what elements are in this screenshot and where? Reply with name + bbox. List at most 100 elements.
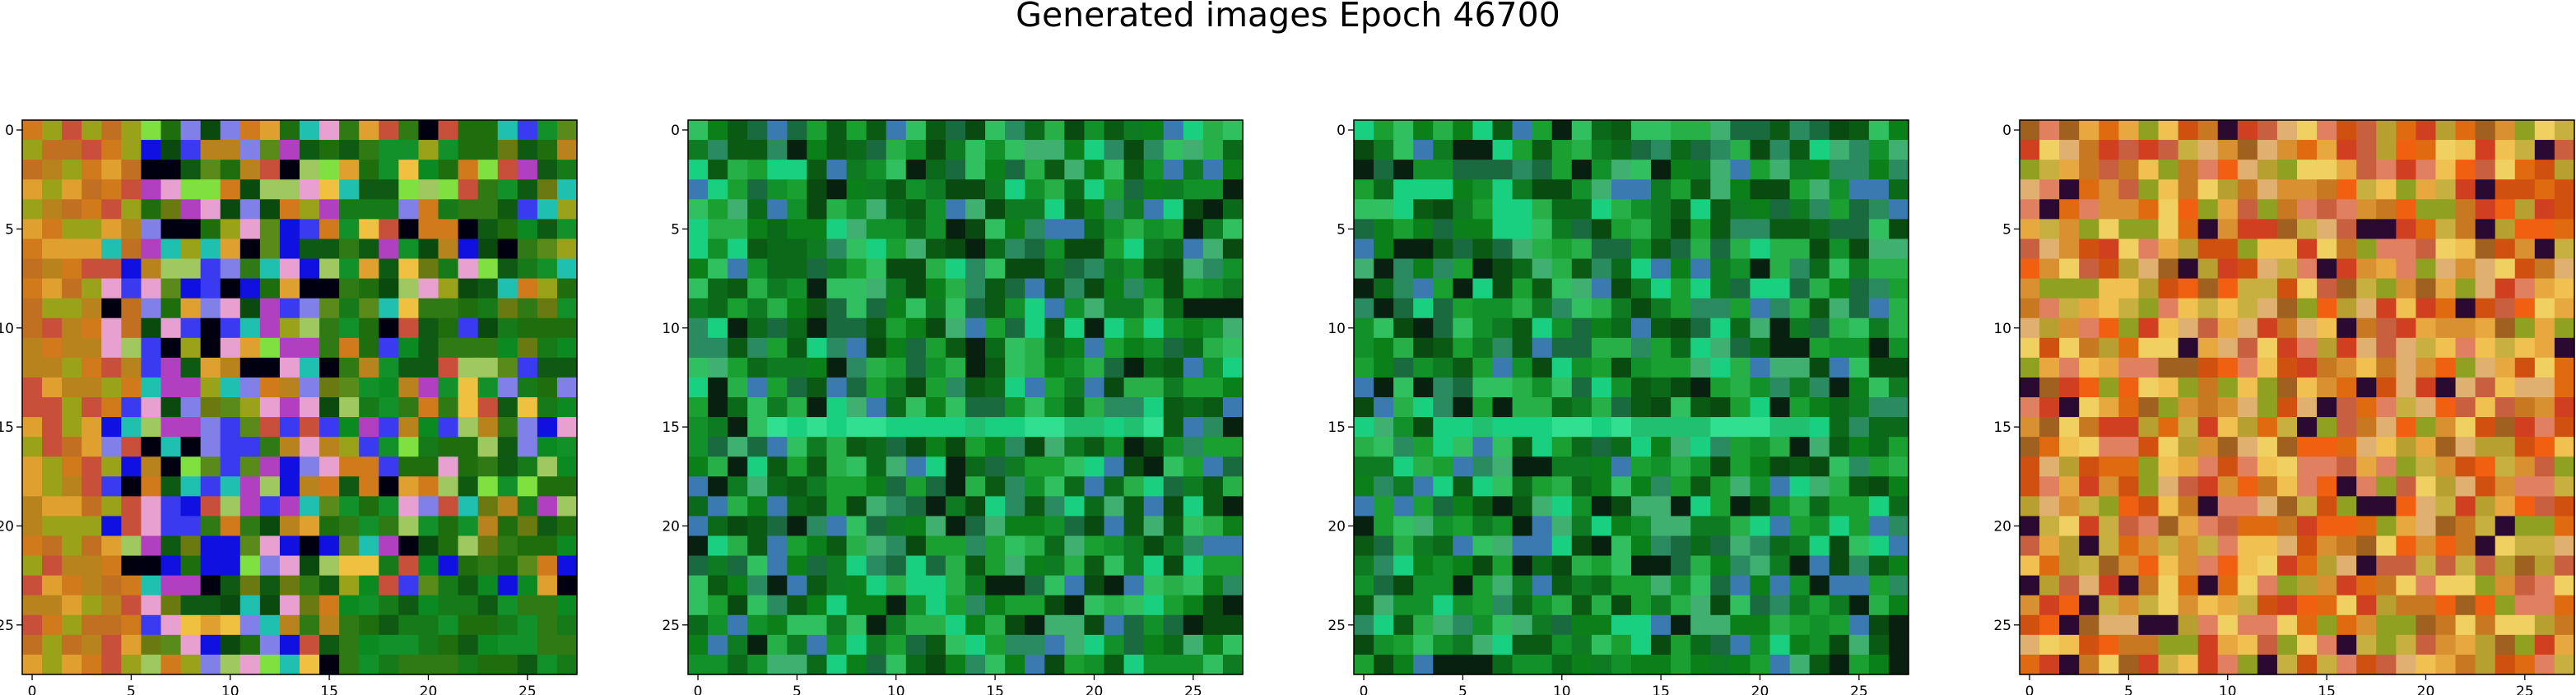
pixel-cell — [965, 476, 986, 497]
pixel-cell — [2158, 298, 2179, 319]
pixel-cell — [807, 278, 828, 299]
pixel-cell — [2276, 535, 2298, 557]
pixel-cell — [339, 317, 360, 339]
pixel-cell — [688, 258, 709, 280]
pixel-cell — [2059, 357, 2080, 378]
pixel-cell — [2217, 535, 2239, 557]
pixel-cell — [497, 377, 518, 398]
pixel-cell — [2237, 516, 2258, 537]
pixel-cell — [1143, 179, 1165, 200]
pixel-cell — [2237, 219, 2258, 240]
pixel-cell — [2475, 120, 2496, 141]
pixel-cell — [2455, 437, 2476, 457]
pixel-cell — [477, 199, 499, 220]
pixel-cell — [2455, 516, 2476, 537]
pixel-cell — [2237, 239, 2258, 260]
pixel-cell — [42, 516, 63, 537]
pixel-cell — [985, 179, 1006, 200]
pixel-cell — [2317, 317, 2337, 339]
pixel-cell — [807, 239, 828, 260]
pixel-cell — [418, 476, 439, 497]
pixel-cell — [1829, 595, 1850, 616]
pixel-cell — [2158, 476, 2179, 497]
pixel-cell — [708, 377, 728, 398]
pixel-cell — [1671, 317, 1691, 339]
pixel-cell — [1710, 496, 1731, 517]
pixel-cell — [379, 377, 399, 398]
pixel-cell — [239, 634, 261, 656]
pixel-cell — [807, 516, 828, 537]
pixel-cell — [1750, 317, 1771, 339]
pixel-cell — [438, 337, 459, 359]
pixel-cell — [517, 595, 538, 616]
pixel-cell — [2356, 357, 2377, 378]
pixel-cell — [2495, 456, 2516, 477]
pixel-cell — [1222, 258, 1244, 280]
pixel-cell — [807, 357, 828, 378]
pixel-cell — [2237, 535, 2258, 557]
pixel-cell — [398, 258, 420, 280]
pixel-cell — [497, 417, 518, 438]
pixel-cell — [1789, 377, 1811, 398]
pixel-cell — [1202, 357, 1224, 378]
pixel-cell — [2178, 476, 2199, 497]
pixel-cell — [866, 496, 887, 517]
pixel-cell — [279, 417, 300, 438]
pixel-cell — [747, 476, 768, 497]
pixel-cell — [1064, 258, 1086, 280]
pixel-cell — [965, 160, 986, 180]
y-tick-label: 0 — [5, 123, 14, 139]
pixel-cell — [1393, 179, 1414, 200]
pixel-cell — [767, 595, 788, 616]
pixel-cell — [259, 120, 281, 141]
pixel-cell — [141, 199, 162, 220]
pixel-cell — [1492, 456, 1514, 477]
pixel-cell — [688, 239, 709, 260]
pixel-cell — [1183, 535, 1204, 557]
pixel-cell — [1730, 179, 1751, 200]
pixel-cell — [2138, 417, 2160, 438]
pixel-cell — [141, 278, 162, 299]
pixel-cell — [497, 298, 518, 319]
pixel-cell — [2514, 575, 2536, 596]
pixel-cell — [2534, 595, 2555, 616]
pixel-cell — [2158, 654, 2179, 675]
pixel-cell — [1163, 120, 1184, 141]
pixel-cell — [2118, 239, 2140, 260]
pixel-cell — [2059, 476, 2080, 497]
pixel-cell — [1222, 120, 1244, 141]
pixel-cell — [826, 357, 848, 378]
pixel-cell — [787, 456, 808, 477]
pixel-cell — [1044, 120, 1065, 141]
pixel-cell — [1433, 278, 1453, 299]
pixel-cell — [1453, 555, 1474, 577]
pixel-cell — [2514, 417, 2536, 438]
pixel-cell — [1143, 595, 1165, 616]
pixel-cell — [2475, 476, 2496, 497]
pixel-cell — [1143, 199, 1165, 220]
pixel-cell — [279, 140, 300, 160]
pixel-cell — [239, 535, 261, 557]
pixel-cell — [1354, 199, 1374, 220]
pixel-cell — [2118, 377, 2140, 398]
pixel-cell — [2534, 397, 2555, 418]
pixel-cell — [438, 160, 459, 180]
pixel-cell — [1651, 654, 1672, 675]
pixel-cell — [708, 654, 728, 675]
pixel-cell — [1671, 377, 1691, 398]
pixel-cell — [1393, 298, 1414, 319]
pixel-cell — [418, 595, 439, 616]
y-tick-label: 25 — [1993, 618, 2011, 634]
pixel-cell — [160, 496, 182, 517]
pixel-cell — [945, 476, 966, 497]
pixel-cell — [1868, 417, 1890, 438]
pixel-cell — [141, 575, 162, 596]
pixel-cell — [2118, 199, 2140, 220]
pixel-cell — [1413, 377, 1434, 398]
pixel-cell — [1433, 437, 1453, 457]
pixel-cell — [319, 417, 340, 438]
pixel-cell — [2337, 555, 2357, 577]
pixel-cell — [359, 377, 379, 398]
pixel-cell — [1374, 397, 1394, 418]
pixel-cell — [42, 317, 63, 339]
